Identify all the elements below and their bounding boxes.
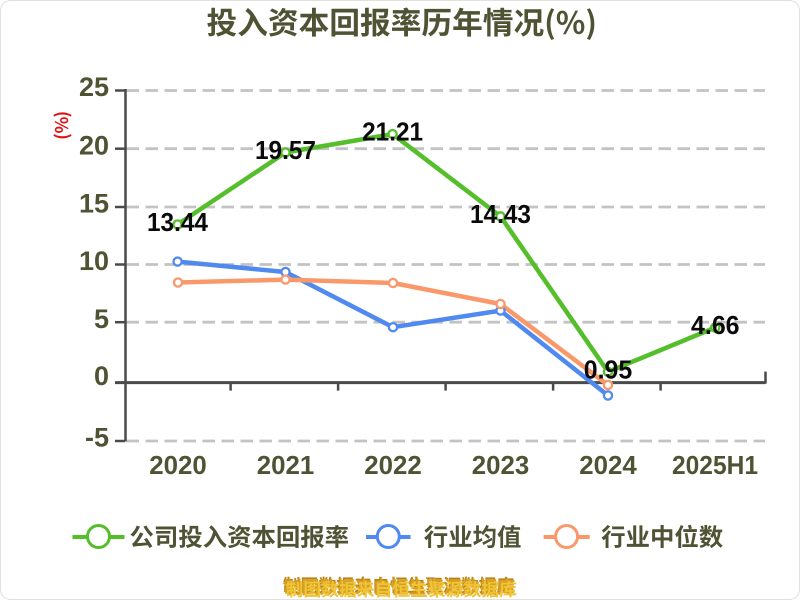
- svg-text:2023: 2023: [472, 450, 530, 480]
- svg-text:2022: 2022: [364, 450, 422, 480]
- svg-text:5: 5: [94, 304, 109, 334]
- svg-text:2024: 2024: [579, 450, 637, 480]
- svg-text:2025H1: 2025H1: [672, 450, 758, 480]
- svg-text:10: 10: [79, 246, 109, 276]
- svg-text:4.66: 4.66: [691, 310, 740, 340]
- svg-text:15: 15: [79, 189, 109, 219]
- svg-text:-5: -5: [85, 423, 109, 453]
- svg-text:19.57: 19.57: [255, 135, 316, 165]
- svg-text:2020: 2020: [149, 450, 207, 480]
- svg-text:0: 0: [94, 361, 109, 391]
- svg-text:25: 25: [79, 72, 109, 102]
- svg-text:14.43: 14.43: [470, 199, 531, 229]
- svg-text:13.44: 13.44: [147, 207, 208, 237]
- svg-text:0.95: 0.95: [584, 354, 633, 384]
- svg-text:20: 20: [79, 130, 109, 160]
- svg-text:21.21: 21.21: [362, 117, 423, 147]
- svg-text:2021: 2021: [257, 450, 315, 480]
